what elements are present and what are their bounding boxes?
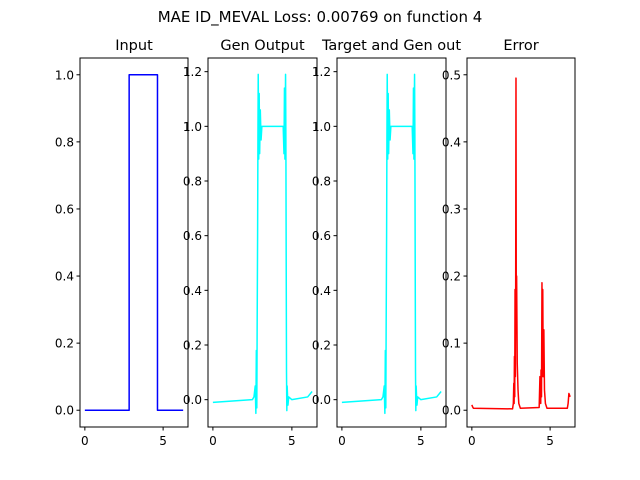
plot-area-frame	[207, 57, 318, 428]
y-tick-label: 0.1	[442, 337, 461, 351]
subplot-title: Input	[115, 38, 153, 54]
y-tick-label: 0.8	[183, 175, 202, 189]
y-tick-label: 0.5	[442, 68, 461, 82]
y-tick-label: 0.0	[55, 404, 74, 418]
series-line	[471, 77, 571, 410]
subplot-title: Gen Output	[220, 38, 305, 54]
y-tick-label: 1.0	[183, 120, 202, 134]
x-tick-label: 5	[288, 434, 296, 448]
subplot-title: Target and Gen out	[321, 38, 461, 54]
x-tick-label: 5	[546, 434, 554, 448]
y-tick-label: 0.4	[183, 284, 202, 298]
subplot-panels: Input 0.0 0.2 0.4 0.6 0.8 1.0 0 5 Gen Output 0.0 0.…	[55, 38, 576, 448]
x-tick-label: 0	[209, 434, 217, 448]
series-line	[341, 73, 442, 415]
x-tick-label: 5	[417, 434, 425, 448]
series-line	[84, 74, 184, 411]
y-tick-label: 0.0	[312, 393, 331, 407]
y-tick-label: 1.0	[312, 120, 331, 134]
y-tick-label: 0.2	[183, 339, 202, 353]
y-tick-label: 0.8	[312, 175, 331, 189]
y-tick-label: 1.2	[312, 65, 331, 79]
subplot-title: Error	[503, 38, 538, 54]
x-tick-label: 0	[81, 434, 89, 448]
y-tick-label: 0.6	[55, 202, 74, 216]
subplot-3: Target and Gen out 0.0 0.2 0.4 0.6 0.8 1.0 1.2 0…	[312, 38, 461, 448]
y-tick-label: 0.6	[183, 229, 202, 243]
y-tick-label: 0.2	[312, 339, 331, 353]
y-tick-label: 1.2	[183, 65, 202, 79]
y-tick-label: 0.4	[312, 284, 331, 298]
y-tick-label: 0.4	[442, 135, 461, 149]
plot-area-frame	[79, 57, 189, 428]
y-tick-label: 0.6	[312, 229, 331, 243]
plot-area-frame	[466, 57, 576, 428]
x-tick-label: 5	[159, 434, 167, 448]
y-tick-label: 0.0	[442, 404, 461, 418]
figure-suptitle: MAE ID_MEVAL Loss: 0.00769 on function 4	[158, 8, 483, 27]
y-tick-label: 0.0	[183, 393, 202, 407]
y-tick-label: 1.0	[55, 68, 74, 82]
subplot-2: Gen Output 0.0 0.2 0.4 0.6 0.8 1.0 1.2 0 5	[183, 38, 318, 448]
y-tick-label: 0.8	[55, 135, 74, 149]
subplot-4: Error 0.0 0.1 0.2 0.3 0.4 0.5 0 5	[442, 38, 576, 448]
series-line	[212, 73, 313, 415]
y-tick-label: 0.2	[442, 270, 461, 284]
x-tick-label: 0	[338, 434, 346, 448]
y-tick-label: 0.3	[442, 202, 461, 216]
x-tick-label: 0	[468, 434, 476, 448]
subplot-1: Input 0.0 0.2 0.4 0.6 0.8 1.0 0 5	[55, 38, 189, 448]
y-tick-label: 0.4	[55, 270, 74, 284]
y-tick-label: 0.2	[55, 337, 74, 351]
plot-area-frame	[336, 57, 447, 428]
